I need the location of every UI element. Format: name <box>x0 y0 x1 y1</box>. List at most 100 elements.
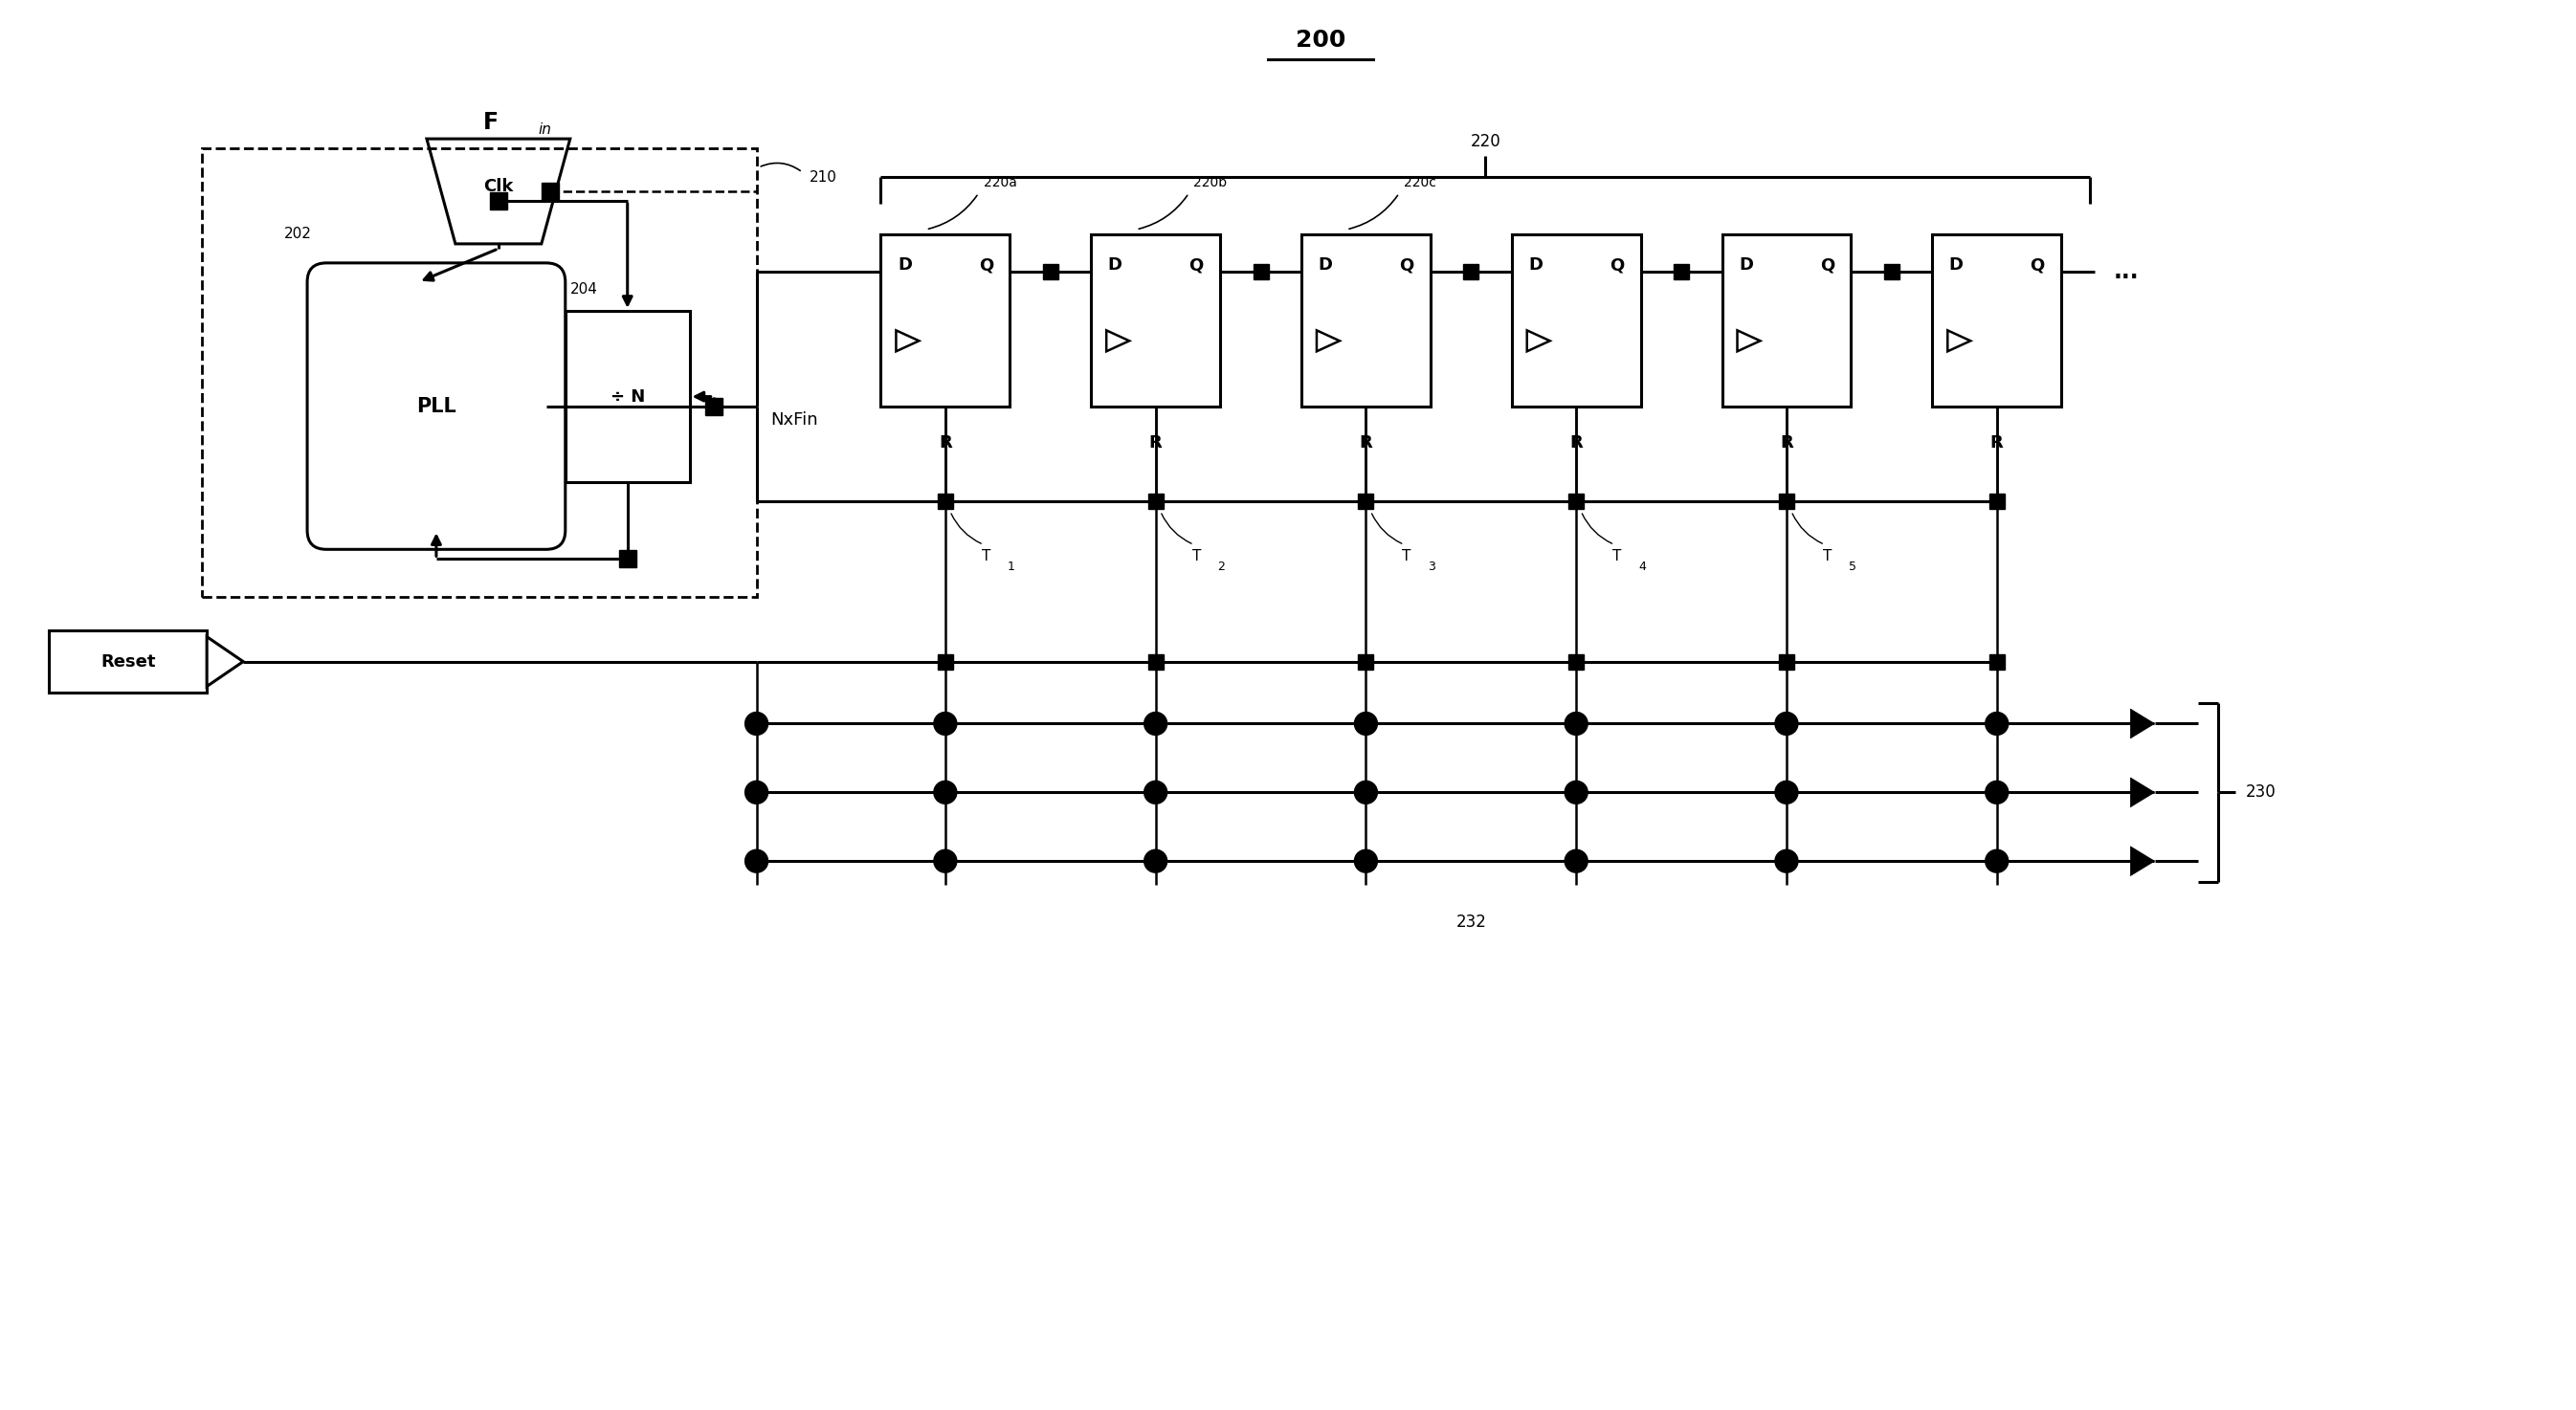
Circle shape <box>1355 850 1378 873</box>
Bar <box>1989 493 2004 509</box>
Circle shape <box>1986 781 2009 804</box>
Text: NxFin: NxFin <box>770 410 819 429</box>
Polygon shape <box>2130 778 2154 807</box>
Polygon shape <box>1316 330 1340 351</box>
Text: Q: Q <box>979 257 994 274</box>
Bar <box>1569 654 1584 670</box>
Circle shape <box>935 712 956 735</box>
Bar <box>1780 654 1793 670</box>
Polygon shape <box>1105 330 1128 351</box>
Text: Q: Q <box>1190 257 1203 274</box>
Bar <box>1883 265 1899 279</box>
Text: D: D <box>1319 257 1332 274</box>
Text: Reset: Reset <box>100 653 155 670</box>
Text: F: F <box>484 111 500 134</box>
Text: 220c: 220c <box>1404 176 1437 189</box>
Circle shape <box>1355 712 1378 735</box>
Text: ÷ N: ÷ N <box>611 388 644 405</box>
Text: PLL: PLL <box>417 396 456 416</box>
Text: D: D <box>896 257 912 274</box>
Text: T: T <box>1613 550 1620 564</box>
Text: R: R <box>1991 434 2004 451</box>
Bar <box>1301 234 1430 406</box>
Text: T: T <box>1824 550 1832 564</box>
Bar <box>938 654 953 670</box>
Bar <box>938 493 953 509</box>
Bar <box>1092 234 1221 406</box>
Text: ...: ... <box>2115 261 2141 283</box>
Text: T: T <box>1401 550 1412 564</box>
Bar <box>1512 234 1641 406</box>
Circle shape <box>1144 781 1167 804</box>
Text: Q: Q <box>1399 257 1414 274</box>
Text: 220a: 220a <box>984 176 1018 189</box>
Polygon shape <box>1947 330 1971 351</box>
Text: 220b: 220b <box>1193 176 1226 189</box>
Polygon shape <box>206 637 242 687</box>
Bar <box>1252 265 1267 279</box>
Bar <box>706 398 721 415</box>
Circle shape <box>744 850 768 873</box>
Bar <box>1358 654 1373 670</box>
Text: D: D <box>1528 257 1543 274</box>
Text: Q: Q <box>2030 257 2045 274</box>
Text: T: T <box>1193 550 1200 564</box>
Text: R: R <box>1149 434 1162 451</box>
Bar <box>1149 493 1164 509</box>
Circle shape <box>1775 781 1798 804</box>
Bar <box>1721 234 1852 406</box>
Bar <box>541 183 559 200</box>
Circle shape <box>744 712 768 735</box>
Polygon shape <box>1528 330 1551 351</box>
Text: 200: 200 <box>1296 30 1345 52</box>
FancyBboxPatch shape <box>307 262 564 550</box>
Bar <box>1932 234 2061 406</box>
Text: R: R <box>938 434 953 451</box>
Bar <box>1674 265 1690 279</box>
Bar <box>1358 493 1373 509</box>
Circle shape <box>1144 712 1167 735</box>
Bar <box>1989 654 2004 670</box>
Text: 202: 202 <box>283 227 312 241</box>
Circle shape <box>1564 712 1587 735</box>
Circle shape <box>1775 712 1798 735</box>
Bar <box>489 192 507 210</box>
Text: in: in <box>538 123 551 137</box>
Circle shape <box>935 850 956 873</box>
Text: 1: 1 <box>1007 561 1015 574</box>
Text: 3: 3 <box>1427 561 1435 574</box>
Circle shape <box>1775 850 1798 873</box>
Text: 2: 2 <box>1218 561 1226 574</box>
Bar <box>1463 265 1479 279</box>
Text: 4: 4 <box>1638 561 1646 574</box>
Polygon shape <box>2130 846 2154 876</box>
Polygon shape <box>2130 709 2154 739</box>
Bar <box>1780 493 1793 509</box>
Text: Q: Q <box>1819 257 1834 274</box>
Polygon shape <box>428 138 569 244</box>
Circle shape <box>1986 850 2009 873</box>
Text: D: D <box>1739 257 1754 274</box>
Polygon shape <box>1736 330 1759 351</box>
Text: Clk: Clk <box>484 178 513 195</box>
Bar <box>881 234 1010 406</box>
Text: R: R <box>1360 434 1373 451</box>
Polygon shape <box>896 330 920 351</box>
Text: D: D <box>1108 257 1123 274</box>
Text: 232: 232 <box>1455 914 1486 931</box>
Text: 210: 210 <box>809 169 837 185</box>
Circle shape <box>744 781 768 804</box>
Bar <box>618 550 636 567</box>
Circle shape <box>1986 712 2009 735</box>
Text: 230: 230 <box>2246 784 2275 801</box>
Text: T: T <box>981 550 992 564</box>
Text: Q: Q <box>1610 257 1623 274</box>
Circle shape <box>935 781 956 804</box>
Bar <box>49 630 206 692</box>
Circle shape <box>1355 781 1378 804</box>
Circle shape <box>1144 850 1167 873</box>
Text: R: R <box>1569 434 1582 451</box>
Text: 5: 5 <box>1850 561 1857 574</box>
Circle shape <box>1564 850 1587 873</box>
Bar <box>1149 654 1164 670</box>
